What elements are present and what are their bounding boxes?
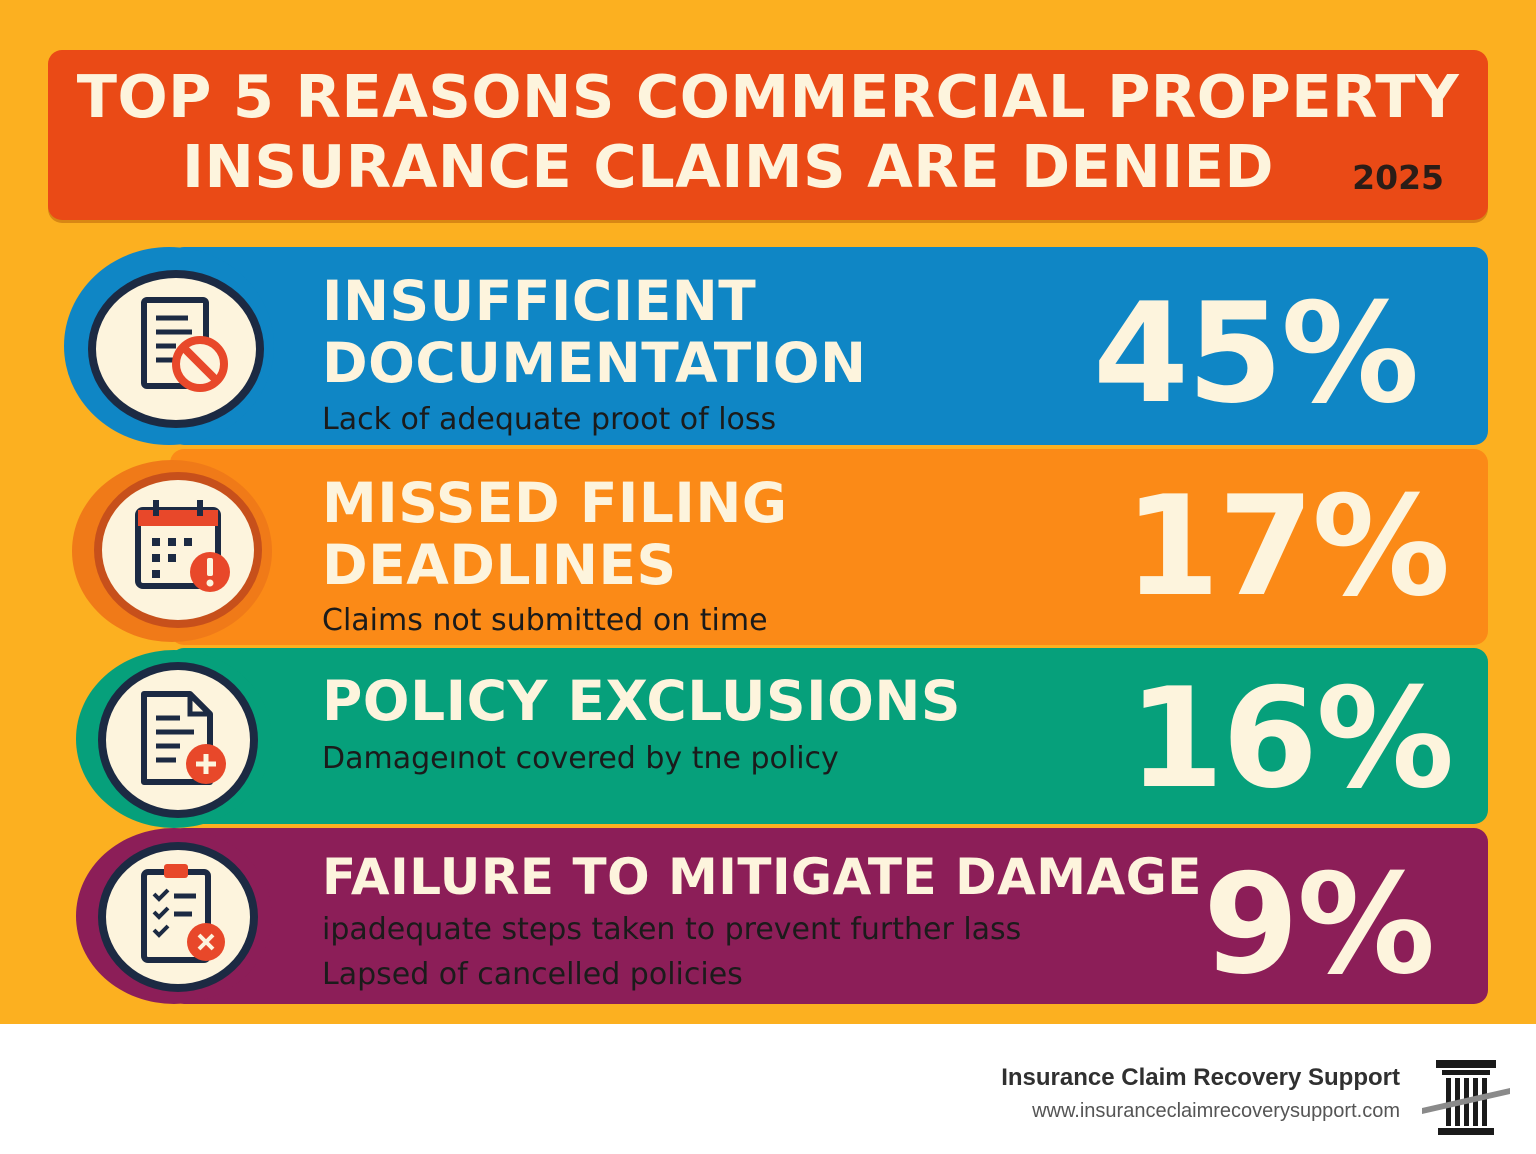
reason-heading-line-2: DOCUMENTATION (322, 331, 867, 395)
reason-bar (170, 648, 1488, 824)
reason-description: ipadequate steps taken to prevent furthe… (322, 912, 1022, 947)
document-plus-icon (98, 662, 258, 818)
footer-company-name: Insurance Claim Recovery Support (1001, 1064, 1400, 1091)
title-banner (48, 50, 1488, 220)
year-label: 2025 (1352, 158, 1444, 197)
reason-description: Lack of adequate proot of loss (322, 402, 777, 437)
reason-description: Claims not submitted on time (322, 603, 768, 638)
reason-description-secondary: Lapsed of cancelled policies (322, 957, 743, 992)
column-pillar-icon (1420, 1052, 1512, 1140)
reason-heading-line-2: DEADLINES (322, 533, 677, 597)
reason-percent: 17% (1124, 466, 1450, 627)
reason-bar (170, 449, 1488, 645)
reason-percent: 16% (1128, 658, 1454, 819)
reason-bar (170, 247, 1488, 445)
footer-website-url: www.insuranceclaimrecoverysupport.com (1032, 1100, 1400, 1122)
reason-description: Damageınot covered by tne policy (322, 741, 839, 776)
reason-heading-line-1: MISSED FILING (322, 471, 788, 535)
reason-heading-line-1: FAILURE TO MITIGATE DAMAGE (322, 848, 1202, 906)
reason-heading-line-1: POLICY EXCLUSIONS (322, 669, 962, 733)
title-line-1: TOP 5 REASONS COMMERCIAL PROPERTY (76, 62, 1460, 131)
infographic-canvas: TOP 5 REASONS COMMERCIAL PROPERTY INSURA… (0, 0, 1536, 1024)
document-prohibited-icon (88, 270, 264, 428)
clipboard-x-icon (98, 842, 258, 992)
reason-percent: 45% (1093, 273, 1419, 434)
title-line-2: INSURANCE CLAIMS ARE DENIED (182, 132, 1274, 201)
reason-heading-line-1: INSUFFICIENT (322, 269, 757, 333)
reason-percent: 9% (1203, 844, 1435, 1005)
reason-bar (170, 828, 1488, 1004)
calendar-alert-icon (94, 472, 262, 628)
